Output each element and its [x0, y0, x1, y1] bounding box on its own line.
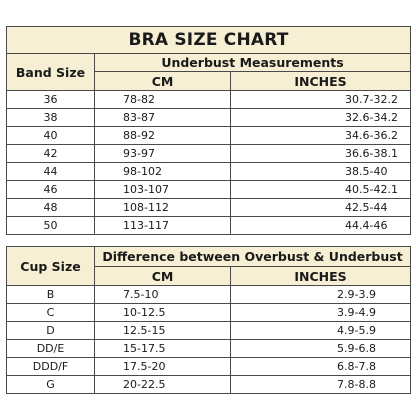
cm-cell: 113-117: [94, 216, 231, 235]
size-cell: 36: [6, 90, 95, 109]
cm-cell: 17.5-20: [94, 357, 231, 376]
table-row: D 12.5-15 4.9-5.9: [6, 321, 412, 340]
table-row: G 20-22.5 7.8-8.8: [6, 375, 412, 394]
cup-size-table: Cup Size Difference between Overbust & U…: [6, 246, 412, 394]
inches-cell: 5.9-6.8: [229, 339, 412, 358]
size-cell: DD/E: [6, 339, 95, 358]
cm-cell: 98-102: [94, 162, 231, 181]
size-cell: 44: [6, 162, 95, 181]
difference-header: Difference between Overbust & Underbust: [93, 246, 412, 267]
table-row: 36 78-82 30.7-32.2: [6, 90, 412, 109]
cm-column-header: CM: [94, 266, 231, 286]
cup-size-header: Cup Size: [6, 246, 95, 286]
cm-cell: 103-107: [94, 180, 231, 199]
size-cell: 40: [6, 126, 95, 145]
band-size-header: Band Size: [6, 53, 95, 91]
size-cell: 48: [6, 198, 95, 217]
cm-cell: 83-87: [94, 108, 231, 127]
size-cell: 42: [6, 144, 95, 163]
table-row: 46 103-107 40.5-42.1: [6, 180, 412, 199]
size-cell: 38: [6, 108, 95, 127]
cm-cell: 20-22.5: [94, 375, 231, 394]
inches-cell: 42.5-44: [229, 198, 412, 217]
chart-title: BRA SIZE CHART: [5, 26, 412, 54]
inches-column-header: INCHES: [229, 71, 412, 91]
inches-cell: 7.8-8.8: [229, 375, 412, 394]
inches-column-header: INCHES: [229, 266, 412, 286]
size-cell: 50: [6, 216, 95, 235]
table-row: DDD/F 17.5-20 6.8-7.8: [6, 357, 412, 376]
inches-cell: 32.6-34.2: [229, 108, 412, 127]
cm-cell: 78-82: [94, 90, 231, 109]
size-cell: DDD/F: [6, 357, 95, 376]
inches-cell: 44.4-46: [229, 216, 412, 235]
inches-cell: 30.7-32.2: [229, 90, 412, 109]
cm-cell: 108-112: [94, 198, 231, 217]
inches-cell: 34.6-36.2: [229, 126, 412, 145]
cm-cell: 7.5-10: [94, 285, 231, 304]
table-row: 50 113-117 44.4-46: [6, 216, 412, 235]
cm-cell: 10-12.5: [94, 303, 231, 322]
table-row: C 10-12.5 3.9-4.9: [6, 303, 412, 322]
table-row: 48 108-112 42.5-44: [6, 198, 412, 217]
size-cell: B: [6, 285, 95, 304]
table-row: DD/E 15-17.5 5.9-6.8: [6, 339, 412, 358]
inches-cell: 4.9-5.9: [229, 321, 412, 340]
inches-cell: 38.5-40: [229, 162, 412, 181]
inches-cell: 2.9-3.9: [229, 285, 412, 304]
band-size-table: BRA SIZE CHART Band Size Underbust Measu…: [5, 26, 412, 235]
table-row: 44 98-102 38.5-40: [6, 162, 412, 181]
table-row: 40 88-92 34.6-36.2: [6, 126, 412, 145]
size-cell: D: [6, 321, 95, 340]
cm-cell: 12.5-15: [94, 321, 231, 340]
inches-cell: 3.9-4.9: [229, 303, 412, 322]
inches-cell: 40.5-42.1: [229, 180, 412, 199]
cm-cell: 88-92: [94, 126, 231, 145]
inches-cell: 36.6-38.1: [229, 144, 412, 163]
table-row: 42 93-97 36.6-38.1: [6, 144, 412, 163]
cm-column-header: CM: [94, 71, 231, 91]
size-cell: G: [6, 375, 95, 394]
table-row: 38 83-87 32.6-34.2: [6, 108, 412, 127]
cm-cell: 15-17.5: [94, 339, 231, 358]
cm-cell: 93-97: [94, 144, 231, 163]
size-cell: 46: [6, 180, 95, 199]
table-row: B 7.5-10 2.9-3.9: [6, 285, 412, 304]
size-cell: C: [6, 303, 95, 322]
inches-cell: 6.8-7.8: [229, 357, 412, 376]
underbust-measurements-header: Underbust Measurements: [93, 53, 412, 72]
